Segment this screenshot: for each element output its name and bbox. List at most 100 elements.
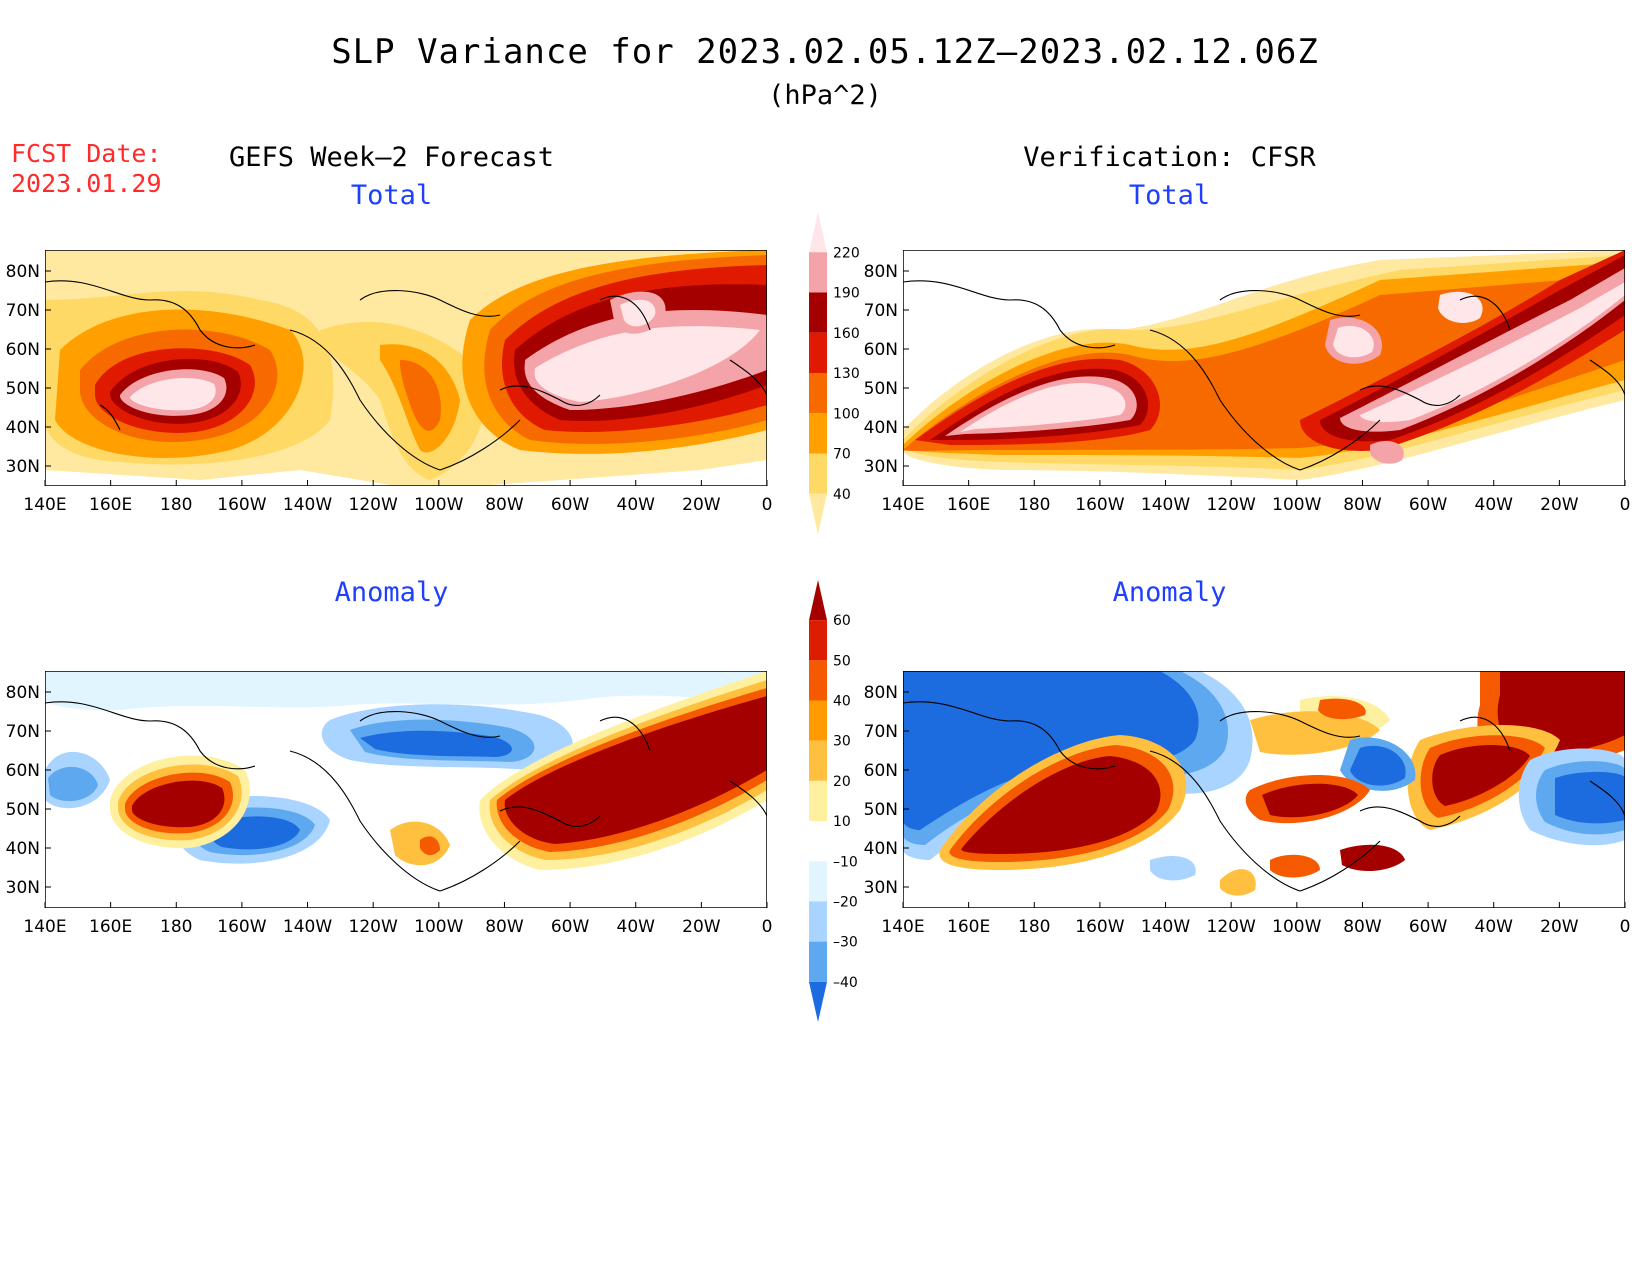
lat-label: 80N (6, 683, 40, 703)
forecast-anomaly-title: Anomaly (334, 577, 449, 608)
lon-label: 140E (881, 495, 924, 515)
lon-label: 100W (414, 495, 463, 515)
colorbar-swatch (809, 700, 827, 741)
verification-total-title: Total (1128, 180, 1211, 211)
lon-label: 160E (89, 495, 132, 515)
forecast-date-label: FCST Date: (11, 139, 162, 168)
lon-label: 180 (1018, 495, 1050, 515)
lon-label: 140W (1141, 495, 1190, 515)
lon-label: 100W (1272, 917, 1321, 937)
colorbar-label: –10 (833, 854, 858, 870)
lat-label: 70N (6, 301, 40, 321)
colorbar-swatch (809, 861, 827, 902)
lon-label: 40W (617, 917, 656, 937)
lon-label: 40W (1475, 917, 1514, 937)
colorbar-swatch (809, 493, 827, 534)
colorbar-label: 220 (833, 245, 860, 261)
lon-label: 160W (1075, 495, 1124, 515)
colorbar-label: 70 (833, 447, 851, 463)
lon-label: 120W (349, 495, 398, 515)
colorbar-label: 130 (833, 366, 860, 382)
lon-label: 40W (1475, 495, 1514, 515)
main-title: SLP Variance for 2023.02.05.12Z–2023.02.… (331, 32, 1319, 72)
colorbar-label: 160 (833, 326, 860, 342)
lat-label: 30N (864, 457, 898, 477)
colorbar-label: 10 (833, 814, 851, 830)
lat-label: 80N (6, 262, 40, 282)
colorbar-swatch (809, 821, 827, 862)
lon-label: 120W (1207, 495, 1256, 515)
lon-label: 0 (762, 495, 773, 515)
colorbar-swatch (809, 981, 827, 1022)
colorbar-swatch (809, 901, 827, 942)
colorbar-label: 40 (833, 487, 851, 503)
units-label: (hPa^2) (768, 80, 882, 111)
verification-anomaly-title: Anomaly (1112, 577, 1227, 608)
verification-total-map (903, 250, 1625, 486)
lon-label: 80W (1343, 917, 1382, 937)
lon-label: 0 (762, 917, 773, 937)
lon-label: 80W (485, 917, 524, 937)
lat-label: 80N (864, 262, 898, 282)
colorbar-label: –40 (833, 975, 858, 991)
colorbar-swatch (809, 620, 827, 661)
forecast-date-value: 2023.01.29 (11, 169, 162, 198)
latitude-labels: 80N 70N 60N 50N 40N 30N 80N 70N 60N 50N 40N 30N 80N 7… (6, 262, 909, 898)
forecast-date-block: FCST Date: 2023.01.29 (11, 139, 162, 199)
lat-label: 60N (6, 340, 40, 360)
lon-label: 160E (947, 917, 990, 937)
colorbar-label: 40 (833, 694, 851, 710)
lat-label: 70N (6, 722, 40, 742)
lat-label: 30N (6, 878, 40, 898)
lon-label: 0 (1620, 495, 1631, 515)
verification-column-title: Verification: CFSR (1023, 142, 1316, 173)
lon-label: 140E (23, 495, 66, 515)
colorbar-swatch (809, 212, 827, 253)
colorbar-swatch (809, 941, 827, 982)
lat-label: 50N (864, 379, 898, 399)
lon-label: 140W (1141, 917, 1190, 937)
anomaly-colorbar: 60 50 40 30 20 10 –10 –20 –30 –40 (809, 580, 858, 1022)
lat-label: 30N (864, 878, 898, 898)
colorbar-label: –20 (833, 894, 858, 910)
lat-label: 50N (864, 800, 898, 820)
lon-label: 140E (23, 917, 66, 937)
lon-label: 140E (881, 917, 924, 937)
lon-label: 120W (1207, 917, 1256, 937)
lon-label: 80W (485, 495, 524, 515)
colorbar-label: –30 (833, 935, 858, 951)
lon-label: 80W (1343, 495, 1382, 515)
lat-label: 40N (864, 418, 898, 438)
colorbar-label: 190 (833, 286, 860, 302)
lon-label: 160E (89, 917, 132, 937)
verification-anomaly-map (903, 671, 1625, 908)
colorbar-swatch (809, 292, 827, 333)
lon-label: 180 (1018, 917, 1050, 937)
colorbar-swatch (809, 332, 827, 373)
forecast-total-map (45, 250, 767, 486)
lat-label: 60N (864, 340, 898, 360)
lon-label: 60W (551, 917, 590, 937)
colorbar-swatch (809, 453, 827, 494)
lon-label: 100W (414, 917, 463, 937)
lat-label: 80N (864, 683, 898, 703)
forecast-column-title: GEFS Week–2 Forecast (228, 142, 555, 173)
lat-label: 30N (6, 457, 40, 477)
lat-label: 40N (6, 839, 40, 859)
colorbar-label: 100 (833, 406, 860, 422)
forecast-total-title: Total (350, 180, 433, 211)
lon-label: 40W (617, 495, 656, 515)
lon-label: 160W (217, 495, 266, 515)
forecast-anomaly-map (45, 671, 767, 908)
colorbar-label: 50 (833, 653, 851, 669)
total-colorbar: 220 190 160 130 100 70 40 (809, 212, 860, 534)
colorbar-swatch (809, 740, 827, 781)
lat-label: 70N (864, 301, 898, 321)
colorbar-swatch (809, 252, 827, 293)
colorbar-swatch (809, 780, 827, 822)
colorbar-swatch (809, 413, 827, 454)
lon-label: 180 (160, 917, 192, 937)
colorbar-label: 20 (833, 774, 851, 790)
lon-label: 60W (1409, 495, 1448, 515)
